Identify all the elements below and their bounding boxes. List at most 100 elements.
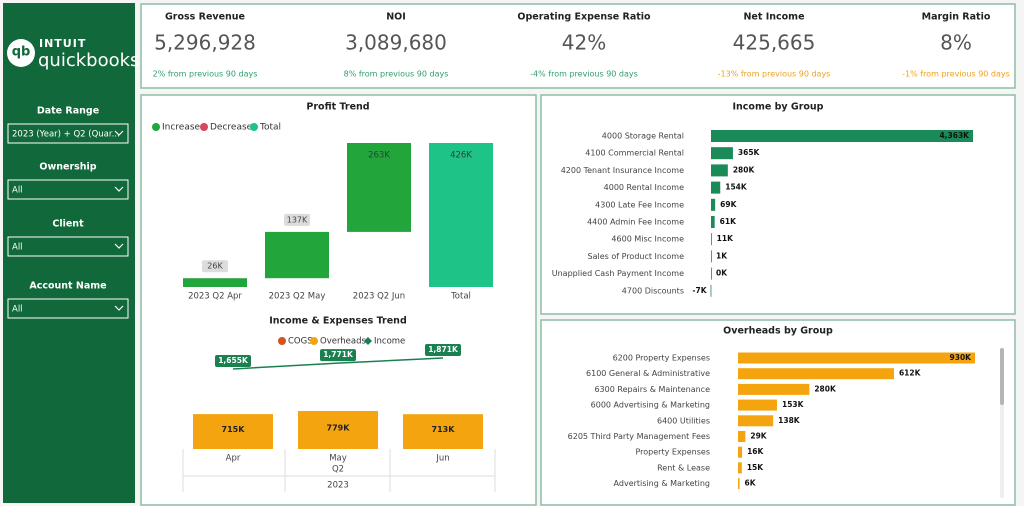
y-tick-label: 6400 Utilities <box>657 416 710 425</box>
x-tick-label: May <box>329 454 347 464</box>
bar <box>711 147 733 160</box>
logo-brand: INTUIT <box>39 37 86 50</box>
filter-label: Date Range <box>37 106 99 117</box>
x-tick-label: 2023 Q2 Apr <box>188 292 242 302</box>
y-tick-label: 6000 Advertising & Marketing <box>591 401 710 410</box>
dropdown-chevron[interactable] <box>114 130 124 136</box>
bar <box>711 164 728 177</box>
bar <box>298 411 378 449</box>
value-label: 16K <box>747 447 764 456</box>
bar <box>738 352 975 364</box>
chart-title: Profit Trend <box>306 102 369 113</box>
legend-marker <box>152 123 160 131</box>
bar <box>738 431 746 442</box>
y-tick-label: 4300 Late Fee Income <box>595 200 684 209</box>
y-tick-label: 6100 General & Administrative <box>586 369 710 378</box>
dropdown-chevron[interactable] <box>114 186 124 192</box>
kpi-change: 2% from previous 90 days <box>153 70 258 79</box>
filter-value: All <box>12 186 23 196</box>
filter-value: All <box>12 305 23 315</box>
value-label: 263K <box>368 151 390 161</box>
y-tick-label: 4100 Commercial Rental <box>585 149 684 158</box>
value-label: 6K <box>745 479 757 488</box>
value-label: 930K <box>950 353 973 362</box>
x-tick-label: 2023 Q2 Jun <box>353 292 405 302</box>
value-label: 26K <box>207 262 223 271</box>
bar <box>738 383 810 395</box>
y-tick-label: 4000 Storage Rental <box>602 132 684 141</box>
filter-dropdown[interactable] <box>7 298 129 319</box>
y-tick-label: 6205 Third Party Management Fees <box>568 432 710 441</box>
legend-label: Decrease <box>210 123 253 133</box>
dropdown-chevron[interactable] <box>114 243 124 249</box>
waterfall-bar <box>347 143 411 232</box>
y-tick-label: 4000 Rental Income <box>604 183 684 192</box>
value-label: 1K <box>716 251 728 260</box>
value-label: 154K <box>725 183 748 192</box>
bar <box>711 216 715 228</box>
kpi-change: 8% from previous 90 days <box>344 70 449 79</box>
y-tick-label: Rent & Lease <box>657 463 710 472</box>
value-label: 365K <box>738 148 761 157</box>
legend-label: Income <box>374 337 405 347</box>
value-label: 0K <box>716 269 728 278</box>
scrollbar-thumb[interactable] <box>1000 348 1004 405</box>
bar <box>738 446 743 458</box>
filter-label: Account Name <box>29 281 106 292</box>
filter-value: All <box>12 243 23 253</box>
kpi-value: 3,089,680 <box>345 31 447 55</box>
y-tick-label: 6300 Repairs & Maintenance <box>594 385 710 394</box>
legend-marker <box>250 123 258 131</box>
value-label: 1,655K <box>218 356 249 365</box>
bar <box>193 414 273 449</box>
bar <box>710 284 712 297</box>
chart-title: Overheads by Group <box>723 326 833 337</box>
value-label: 715K <box>222 425 246 434</box>
legend-marker <box>278 337 286 345</box>
dropdown-chevron[interactable] <box>114 305 124 311</box>
legend-label: COGS <box>288 337 313 347</box>
legend-label: Increase <box>162 123 201 133</box>
bar <box>711 233 712 246</box>
value-label: 612K <box>899 369 922 378</box>
chart-title: Income & Expenses Trend <box>269 316 407 327</box>
kpi-title: Gross Revenue <box>165 12 245 23</box>
x-group-label: Q2 <box>332 465 344 475</box>
x-tick-label: Apr <box>226 454 241 464</box>
value-label: 138K <box>778 416 801 425</box>
kpi-value: 5,296,928 <box>154 31 256 55</box>
bar <box>711 250 712 263</box>
filter-value: 2023 (Year) + Q2 (Quar... <box>12 130 120 140</box>
bar <box>738 478 740 490</box>
bar <box>738 399 777 411</box>
y-tick-label: Advertising & Marketing <box>614 479 710 488</box>
waterfall-bar <box>265 231 329 279</box>
line <box>232 357 444 370</box>
value-label: 4,363K <box>939 131 970 140</box>
value-label-box <box>320 349 356 362</box>
y-tick-label: Property Expenses <box>635 448 710 457</box>
y-tick-label: 4400 Admin Fee Income <box>587 218 684 227</box>
kpi-title: Margin Ratio <box>922 12 991 23</box>
legend-label: Overheads <box>320 337 367 347</box>
value-label: 1,871K <box>428 345 459 354</box>
filter-label: Client <box>52 219 84 230</box>
x-tick-label: Total <box>450 292 471 302</box>
y-tick-label: 4200 Tenant Insurance Income <box>561 166 684 175</box>
waterfall-bar <box>429 143 493 287</box>
kpi-title: Operating Expense Ratio <box>517 12 651 23</box>
value-label: 15K <box>747 463 764 472</box>
value-label: 280K <box>733 165 756 174</box>
bar <box>711 267 712 280</box>
value-label: 69K <box>720 200 737 209</box>
legend-label: Total <box>259 123 281 133</box>
y-tick-label: 4600 Misc Income <box>611 235 684 244</box>
logo-product: quickbooks <box>38 50 139 71</box>
filter-dropdown[interactable] <box>7 236 129 257</box>
value-label: 29K <box>750 432 767 441</box>
kpi-change: -1% from previous 90 days <box>902 70 1010 79</box>
kpi-change: -13% from previous 90 days <box>718 70 831 79</box>
filter-dropdown[interactable] <box>7 123 129 144</box>
filter-dropdown[interactable] <box>7 179 129 200</box>
